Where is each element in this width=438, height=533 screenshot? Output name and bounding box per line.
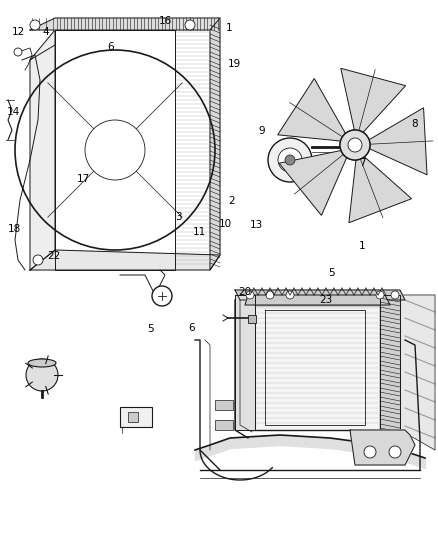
Circle shape — [152, 286, 172, 306]
Polygon shape — [400, 295, 435, 450]
Text: 22: 22 — [47, 251, 60, 261]
Polygon shape — [369, 108, 427, 175]
Text: 1: 1 — [226, 23, 232, 33]
Polygon shape — [349, 157, 412, 223]
Circle shape — [340, 130, 370, 160]
Text: 1: 1 — [359, 241, 366, 251]
Text: 3: 3 — [175, 213, 182, 222]
Circle shape — [246, 291, 254, 299]
Text: 19: 19 — [228, 59, 241, 69]
Polygon shape — [350, 430, 415, 465]
Text: 5: 5 — [328, 268, 335, 278]
Text: 20: 20 — [238, 287, 251, 296]
Text: 8: 8 — [412, 119, 418, 128]
Text: 11: 11 — [193, 227, 206, 237]
Polygon shape — [341, 68, 406, 132]
Circle shape — [376, 291, 384, 299]
Circle shape — [185, 20, 195, 30]
Text: 4: 4 — [43, 27, 49, 37]
Circle shape — [266, 291, 274, 299]
Polygon shape — [250, 305, 380, 430]
Circle shape — [348, 138, 362, 152]
Circle shape — [33, 255, 43, 265]
Polygon shape — [235, 295, 255, 430]
Text: 13: 13 — [250, 220, 263, 230]
Circle shape — [278, 148, 302, 172]
Text: 6: 6 — [188, 323, 195, 333]
Circle shape — [348, 138, 362, 152]
Polygon shape — [30, 250, 220, 270]
Text: 12: 12 — [12, 27, 25, 37]
Polygon shape — [235, 290, 405, 300]
Circle shape — [14, 48, 22, 56]
Text: 23: 23 — [320, 295, 333, 304]
Circle shape — [340, 130, 370, 160]
Bar — [120, 407, 152, 427]
Polygon shape — [210, 18, 220, 270]
Polygon shape — [245, 295, 390, 305]
Circle shape — [26, 359, 58, 391]
Text: 2: 2 — [228, 197, 234, 206]
Bar — [248, 315, 256, 323]
Text: 9: 9 — [258, 126, 265, 136]
Text: 18: 18 — [8, 224, 21, 234]
Polygon shape — [278, 78, 346, 141]
Text: 16: 16 — [159, 17, 172, 26]
Circle shape — [286, 291, 294, 299]
Polygon shape — [279, 150, 347, 215]
Bar — [128, 412, 138, 422]
Text: 10: 10 — [219, 219, 232, 229]
Circle shape — [268, 138, 312, 182]
Text: 14: 14 — [7, 107, 20, 117]
Text: 7: 7 — [359, 158, 366, 167]
Polygon shape — [30, 18, 220, 30]
Circle shape — [30, 20, 40, 30]
Text: 17: 17 — [77, 174, 90, 183]
Circle shape — [391, 291, 399, 299]
Circle shape — [285, 155, 295, 165]
Bar — [215, 420, 233, 430]
Text: 5: 5 — [147, 325, 153, 334]
Polygon shape — [380, 295, 400, 430]
Text: 6: 6 — [107, 42, 114, 52]
Circle shape — [364, 446, 376, 458]
Ellipse shape — [28, 359, 56, 367]
Bar — [215, 400, 233, 410]
Circle shape — [389, 446, 401, 458]
Polygon shape — [30, 30, 55, 270]
